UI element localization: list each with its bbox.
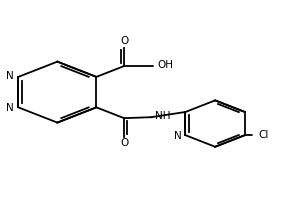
- Text: Cl: Cl: [258, 130, 268, 140]
- Text: N: N: [6, 103, 13, 113]
- Text: N: N: [6, 71, 13, 81]
- Text: N: N: [174, 131, 182, 141]
- Text: O: O: [120, 36, 128, 46]
- Text: OH: OH: [157, 60, 173, 70]
- Text: NH: NH: [155, 111, 171, 121]
- Text: O: O: [120, 138, 128, 148]
